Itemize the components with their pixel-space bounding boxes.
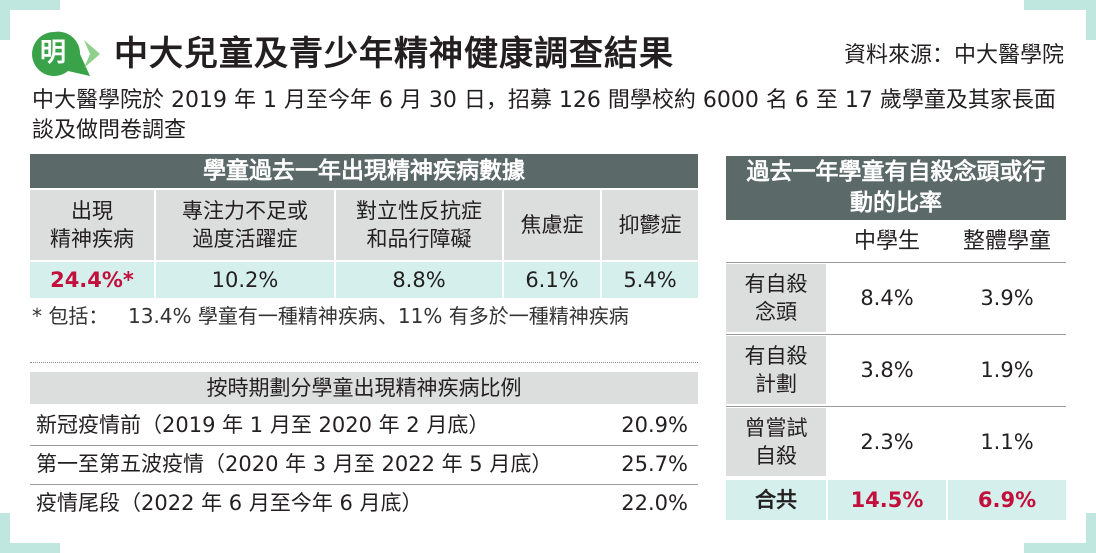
disorder-value: 8.8%: [336, 262, 502, 298]
disorder-value: 5.4%: [602, 262, 698, 298]
footnote-text: 13.4% 學童有一種精神疾病、11% 有多於一種精神疾病: [128, 304, 629, 328]
disorder-value-total: 24.4%*: [30, 262, 154, 298]
period-row-label: 疫情尾段（2022 年 6 月至今年 6 月底）: [36, 491, 423, 515]
suicide-row-value-overall: 1.9%: [980, 358, 1034, 382]
suicide-row-label: 曾嘗試 自殺: [726, 408, 826, 476]
suicide-total-label: 合共: [726, 480, 826, 520]
suicide-row-value-overall: 1.1%: [980, 430, 1034, 454]
suicide-row-value-secondary: 3.8%: [860, 358, 914, 382]
source-note: 資料來源：中大醫學院: [843, 43, 1064, 68]
corner-frame: [0, 0, 60, 10]
page-title: 中大兒童及青少年精神健康調查結果: [114, 34, 674, 74]
newspaper-logo: 明: [30, 30, 104, 78]
corner-frame: [1024, 543, 1096, 553]
period-row-label: 新冠疫情前（2019 年 1 月至 2020 年 2 月底）: [36, 413, 490, 437]
footnote-marker: * 包括：: [32, 304, 109, 328]
corner-frame: [1086, 0, 1096, 40]
suicide-row-value-overall: 3.9%: [980, 286, 1034, 310]
divider: [726, 334, 1066, 335]
period-table-title: 按時期劃分學童出現精神疾病比例: [30, 372, 698, 404]
corner-frame: [1086, 513, 1096, 553]
suicide-col-header: 整體學童: [962, 229, 1051, 254]
suicide-total-overall: 6.9%: [948, 480, 1066, 520]
corner-frame: [0, 513, 10, 553]
divider: [30, 484, 698, 485]
suicide-row-value-secondary: 8.4%: [860, 286, 914, 310]
disorder-col-header: 焦慮症: [504, 190, 600, 260]
logo-speech-bubble-icon: [32, 31, 100, 76]
disorder-col-header: 專注力不足或 過度活躍症: [156, 190, 334, 260]
disorders-table-title: 學童過去一年出現精神疾病數據: [30, 154, 698, 188]
period-row-label: 第一至第五波疫情（2020 年 3 月至 2022 年 5 月底）: [36, 452, 553, 476]
disorder-col-header: 出現 精神疾病: [30, 190, 154, 260]
logo-text: 明: [40, 38, 67, 68]
suicide-row-label: 有自殺 念頭: [726, 264, 826, 332]
disorder-col-header: 對立性反抗症 和品行障礙: [336, 190, 502, 260]
divider: [30, 362, 698, 363]
suicide-total-secondary: 14.5%: [828, 480, 946, 520]
suicide-col-header: 中學生: [853, 229, 920, 254]
corner-frame: [1024, 0, 1096, 10]
disorder-value: 10.2%: [156, 262, 334, 298]
suicide-row-value-secondary: 2.3%: [860, 430, 914, 454]
suicide-table-title: 過去一年學童有自殺念頭或行動的比率: [726, 156, 1066, 220]
disorder-value: 6.1%: [504, 262, 600, 298]
period-row-value: 22.0%: [621, 491, 688, 515]
corner-frame: [0, 0, 10, 40]
divider: [30, 445, 698, 446]
corner-frame: [0, 543, 60, 553]
disorder-col-header: 抑鬱症: [602, 190, 698, 260]
period-row-value: 25.7%: [621, 452, 688, 476]
intro-text: 中大醫學院於 2019 年 1 月至今年 6 月 30 日，招募 126 間學校…: [32, 88, 1056, 143]
divider: [726, 262, 1066, 263]
divider: [726, 406, 1066, 407]
suicide-row-label: 有自殺 計劃: [726, 336, 826, 404]
period-row-value: 20.9%: [621, 413, 688, 437]
